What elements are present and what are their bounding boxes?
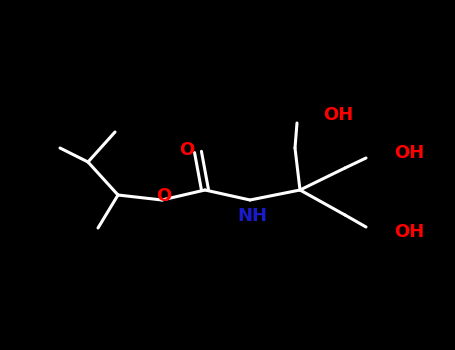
Text: NH: NH xyxy=(237,207,267,225)
Text: O: O xyxy=(179,141,194,159)
Text: OH: OH xyxy=(394,144,424,162)
Text: O: O xyxy=(157,187,172,205)
Text: OH: OH xyxy=(323,106,353,124)
Text: OH: OH xyxy=(394,223,424,241)
